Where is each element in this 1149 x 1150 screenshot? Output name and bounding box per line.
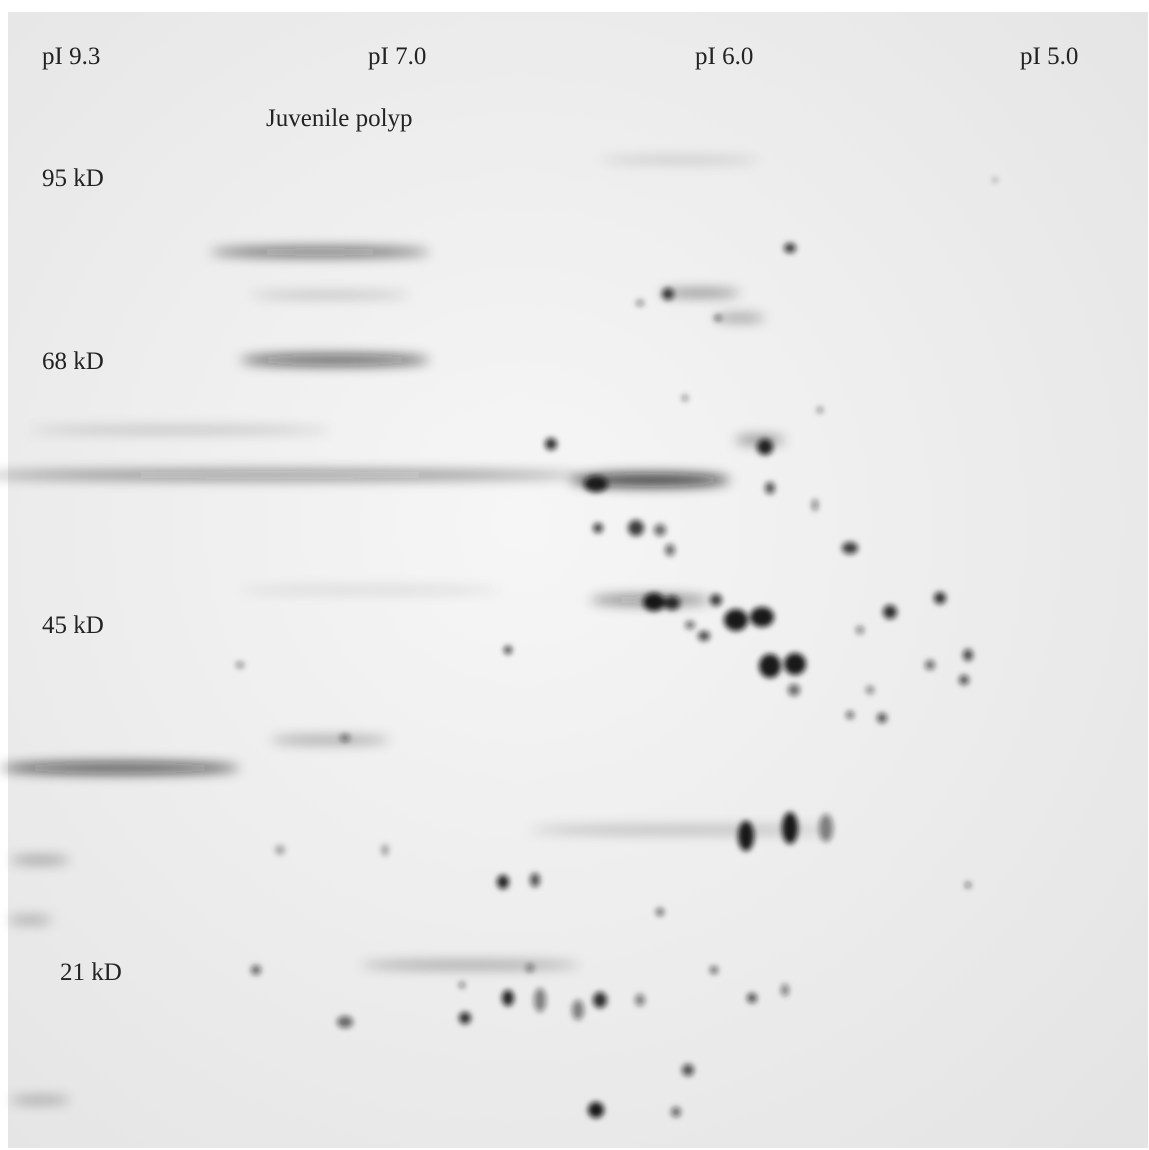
spot — [842, 542, 858, 554]
spot — [934, 592, 946, 604]
spot — [236, 662, 244, 668]
spot — [877, 713, 887, 723]
streak — [0, 470, 580, 480]
spot — [738, 821, 754, 851]
spot — [656, 908, 664, 916]
streak — [240, 587, 500, 593]
spot — [665, 544, 675, 556]
spot — [846, 711, 854, 719]
spot — [459, 1012, 471, 1024]
streak — [530, 826, 830, 834]
spot — [710, 966, 718, 974]
spot — [856, 626, 864, 634]
gel-background — [8, 12, 1148, 1148]
spot — [724, 609, 748, 631]
pi-label: pI 5.0 — [1020, 43, 1078, 70]
spot — [959, 675, 969, 685]
spot — [502, 990, 514, 1006]
streak — [210, 247, 430, 257]
spot — [993, 178, 997, 182]
mass-label: 21 kD — [60, 959, 122, 986]
spot — [654, 524, 666, 536]
spot — [782, 812, 798, 844]
spot — [588, 1102, 604, 1118]
spot — [275, 845, 285, 855]
streak — [250, 292, 410, 298]
streak — [570, 473, 730, 487]
spot — [817, 407, 823, 413]
spot — [883, 605, 897, 619]
spot — [765, 482, 775, 494]
spot — [965, 882, 971, 888]
spot — [812, 499, 818, 511]
spot — [750, 607, 774, 627]
spot — [784, 653, 806, 675]
spot — [866, 686, 874, 694]
sample-label: Juvenile polyp — [266, 105, 413, 132]
spots — [236, 178, 997, 1118]
spot — [636, 300, 644, 306]
pi-label: pI 7.0 — [368, 43, 426, 70]
spot — [251, 965, 261, 975]
spot — [635, 994, 645, 1006]
spot — [530, 873, 540, 887]
pi-label: pI 9.3 — [42, 43, 100, 70]
streak — [240, 354, 430, 366]
spot — [584, 476, 608, 492]
spot — [340, 734, 350, 742]
spot — [788, 684, 800, 696]
spot — [572, 1000, 584, 1020]
labels: pI 9.3 pI 7.0 pI 6.0 pI 5.0 Juvenile pol… — [42, 43, 1078, 986]
spot — [504, 646, 512, 654]
streak — [600, 157, 760, 163]
spot — [534, 988, 546, 1012]
streak — [360, 961, 580, 969]
mass-label: 45 kD — [42, 612, 104, 639]
spot — [337, 1016, 353, 1028]
spot — [784, 243, 796, 253]
spot — [628, 520, 644, 536]
streak — [10, 1096, 70, 1104]
streak — [715, 315, 765, 321]
spot — [963, 649, 973, 661]
streak — [10, 856, 70, 864]
streak — [270, 736, 390, 744]
streak — [660, 290, 740, 296]
mass-label: 68 kD — [42, 348, 104, 375]
spot — [671, 1107, 681, 1117]
spot — [819, 814, 833, 842]
spot — [662, 288, 674, 300]
streak — [8, 916, 52, 924]
spot — [545, 438, 557, 450]
spot — [593, 992, 607, 1008]
spot — [925, 660, 935, 670]
spot — [497, 875, 509, 889]
spot — [664, 596, 680, 610]
spot — [781, 984, 789, 996]
spot — [710, 594, 722, 606]
streak — [735, 436, 785, 444]
spot — [593, 523, 603, 533]
spot — [526, 964, 534, 972]
streaks — [0, 157, 830, 1104]
spot — [698, 631, 710, 641]
spot — [714, 315, 722, 321]
spot — [381, 844, 389, 856]
spot — [643, 593, 665, 611]
streak — [0, 762, 240, 774]
spot — [757, 439, 773, 455]
spot — [682, 395, 688, 401]
spot — [685, 621, 695, 629]
spot — [759, 654, 781, 678]
streak — [30, 427, 330, 433]
spot — [682, 1064, 694, 1076]
mass-label: 95 kD — [42, 165, 104, 192]
pi-label: pI 6.0 — [695, 43, 753, 70]
spot — [747, 993, 757, 1003]
spot — [459, 982, 465, 988]
